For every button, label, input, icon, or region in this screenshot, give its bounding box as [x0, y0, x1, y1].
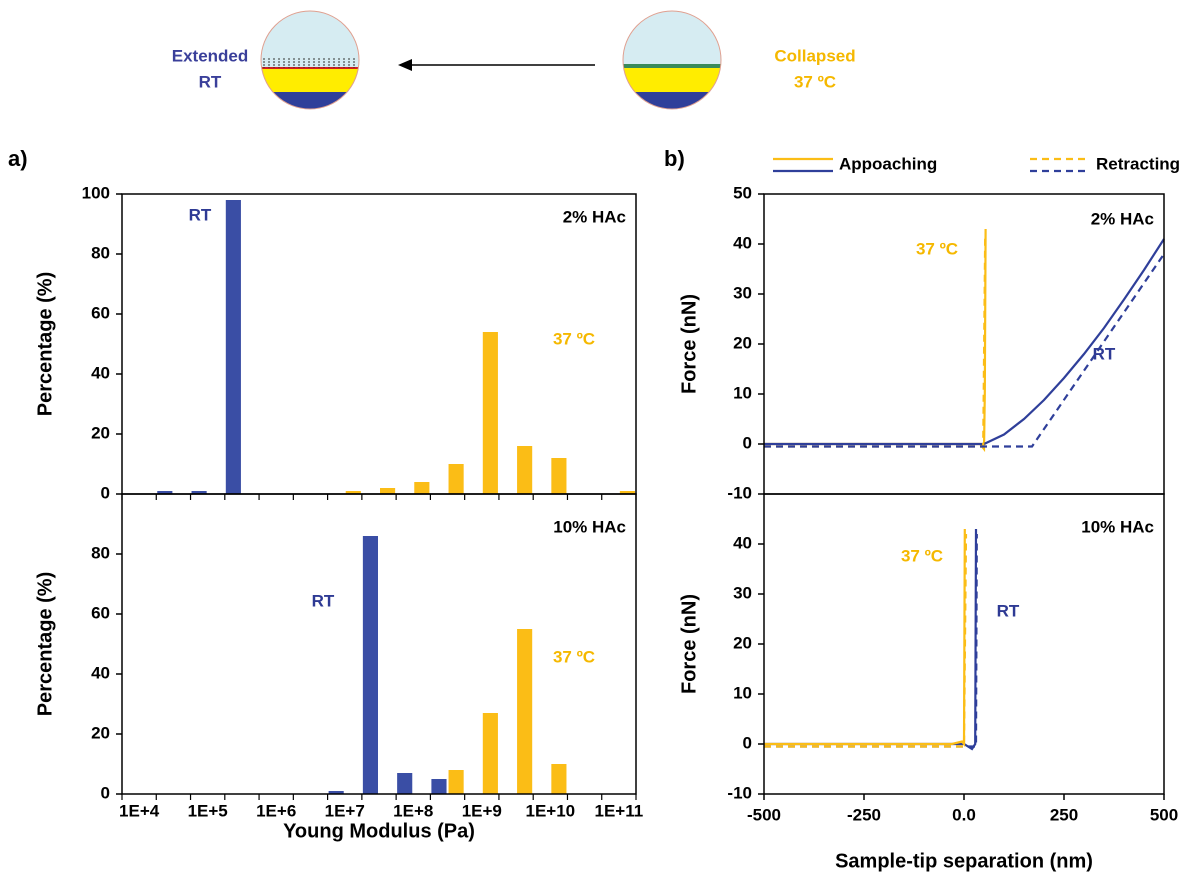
annotation: RT — [312, 591, 335, 610]
y-tick-label: 100 — [82, 183, 110, 202]
y-tick-label: 20 — [91, 423, 110, 442]
x-axis-label: Young Modulus (Pa) — [283, 820, 475, 842]
x-tick-label: -250 — [847, 805, 881, 824]
y-tick-label: 20 — [91, 723, 110, 742]
annotation: 2% HAc — [563, 207, 626, 226]
bar — [449, 464, 464, 494]
bar — [517, 446, 532, 494]
line — [764, 229, 986, 449]
schematic-label: RT — [199, 72, 222, 91]
bar — [431, 779, 446, 794]
y-tick-label: 10 — [733, 683, 752, 702]
x-tick-label: 500 — [1150, 805, 1178, 824]
x-tick-label: 1E+8 — [393, 801, 433, 820]
y-tick-label: 40 — [733, 233, 752, 252]
annotation: 10% HAc — [553, 517, 626, 536]
bar — [414, 482, 429, 494]
y-tick-label: 60 — [91, 303, 110, 322]
y-tick-label: 40 — [91, 363, 110, 382]
y-tick-label: -10 — [727, 483, 752, 502]
x-tick-label: 1E+9 — [462, 801, 502, 820]
annotation: RT — [1093, 344, 1116, 363]
y-tick-label: 10 — [733, 383, 752, 402]
annotation: RT — [997, 601, 1020, 620]
y-tick-label: 80 — [91, 543, 110, 562]
bar — [363, 536, 378, 794]
x-tick-label: 1E+5 — [188, 801, 228, 820]
line — [764, 239, 1164, 444]
bar — [380, 488, 395, 494]
line — [764, 534, 966, 747]
arrow-head — [398, 59, 412, 71]
panel-label: b) — [664, 146, 685, 171]
x-tick-label: 1E+11 — [595, 801, 644, 820]
bar — [449, 770, 464, 794]
y-axis-label: Force (nN) — [678, 594, 700, 694]
bar — [226, 200, 241, 494]
y-tick-label: 60 — [91, 603, 110, 622]
x-axis-label: Sample-tip separation (nm) — [835, 850, 1093, 872]
y-tick-label: 50 — [733, 183, 752, 202]
x-tick-label: 1E+6 — [256, 801, 296, 820]
bar — [483, 713, 498, 794]
line — [764, 534, 977, 747]
y-tick-label: 0 — [743, 733, 752, 752]
x-tick-label: -500 — [747, 805, 781, 824]
x-tick-label: 1E+7 — [325, 801, 365, 820]
annotation: 10% HAc — [1081, 517, 1154, 536]
schematic-label: 37 ºC — [794, 72, 836, 91]
y-tick-label: 20 — [733, 333, 752, 352]
y-tick-label: 30 — [733, 583, 752, 602]
legend-label: Retracting — [1096, 154, 1180, 173]
y-tick-label: 80 — [91, 243, 110, 262]
x-tick-label: 1E+4 — [119, 801, 160, 820]
schematic-label: Extended — [172, 46, 249, 65]
y-tick-label: 40 — [91, 663, 110, 682]
y-tick-label: -10 — [727, 783, 752, 802]
y-axis-label: Percentage (%) — [34, 572, 56, 717]
line — [764, 529, 976, 749]
x-tick-label: 0.0 — [952, 805, 976, 824]
annotation: 37 ºC — [553, 329, 595, 348]
annotation: 37 ºC — [901, 546, 943, 565]
y-axis-label: Force (nN) — [678, 294, 700, 394]
legend-label: Appoaching — [839, 154, 937, 173]
y-tick-label: 0 — [101, 483, 110, 502]
y-tick-label: 20 — [733, 633, 752, 652]
bar — [397, 773, 412, 794]
x-tick-label: 1E+10 — [526, 801, 576, 820]
annotation: 37 ºC — [916, 239, 958, 258]
annotation: RT — [189, 205, 212, 224]
annotation: 2% HAc — [1091, 209, 1154, 228]
bar — [483, 332, 498, 494]
annotation: 37 ºC — [553, 647, 595, 666]
panel-label: a) — [8, 146, 28, 171]
figure: Extended RT Collapsed 37 ºC a) b) 0 20 40 6… — [0, 0, 1186, 884]
x-tick-label: 250 — [1050, 805, 1078, 824]
plot-frame — [122, 494, 636, 794]
bar — [551, 764, 566, 794]
schematic-label: Collapsed — [774, 46, 855, 65]
y-tick-label: 0 — [101, 783, 110, 802]
y-tick-label: 30 — [733, 283, 752, 302]
line — [764, 234, 985, 447]
y-tick-label: 40 — [733, 533, 752, 552]
y-tick-label: 0 — [743, 433, 752, 452]
bar — [517, 629, 532, 794]
bar — [551, 458, 566, 494]
y-axis-label: Percentage (%) — [34, 272, 56, 417]
